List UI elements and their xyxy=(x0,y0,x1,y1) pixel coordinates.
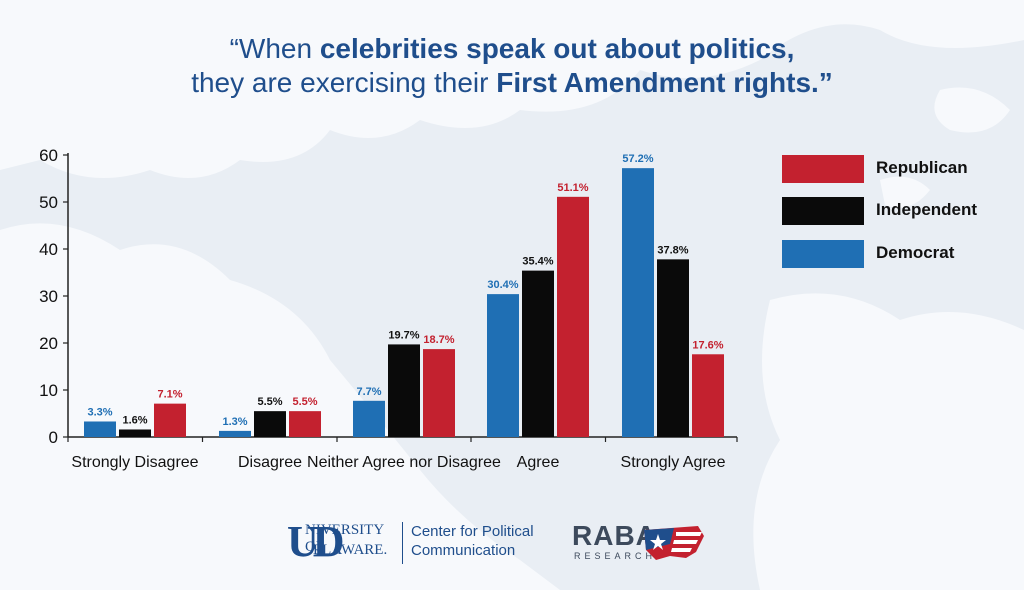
bar-republican-0 xyxy=(154,403,186,437)
bar-democrat-1 xyxy=(219,430,251,437)
chart-x-tick-labels: Strongly Disagree Disagree Neither Agree n… xyxy=(71,454,725,471)
data-label-independent-1: 5.5% xyxy=(257,396,282,408)
bar-independent-2 xyxy=(388,344,420,437)
data-label-republican-1: 5.5% xyxy=(292,396,317,408)
title-line2-segment-0: they are exercising their xyxy=(191,67,497,98)
raba-subtitle: RESEARCH xyxy=(574,551,657,561)
chart-title-line2: they are exercising their First Amendmen… xyxy=(0,66,1024,100)
data-label-democrat-1: 1.3% xyxy=(222,416,247,428)
data-label-republican-3: 51.1% xyxy=(557,182,588,194)
ud-monogram: UD xyxy=(287,517,345,566)
us-map-flag-icon xyxy=(644,526,704,560)
ud-logo-line2: ELAWARE. xyxy=(313,542,388,558)
data-label-republican-2: 18.7% xyxy=(423,334,454,346)
bar-independent-3 xyxy=(522,270,554,437)
bar-republican-1 xyxy=(289,411,321,437)
raba-research-logo: RABA RESEARCH xyxy=(572,520,712,566)
x-tick-label-1: Disagree xyxy=(238,454,302,471)
x-tick-label-2: Neither Agree nor Disagree xyxy=(307,454,501,471)
bar-republican-3 xyxy=(557,196,589,437)
data-label-democrat-2: 7.7% xyxy=(356,386,381,398)
bar-democrat-4 xyxy=(622,168,654,437)
y-tick-label: 40 xyxy=(39,240,58,259)
legend-label-democrat: Democrat xyxy=(876,243,955,262)
title-line1-segment-0: “When xyxy=(229,33,320,64)
title-line1-segment-1: celebrities speak out about politics, xyxy=(319,33,795,64)
data-label-republican-4: 17.6% xyxy=(692,339,723,351)
legend-swatch-democrat xyxy=(782,240,864,268)
title-line2-segment-1: First Amendment rights.” xyxy=(496,67,833,98)
chart-data-labels: 3.3% 1.3% 7.7% 30.4% 57.2% 1.6% 5.5% 19.7% 35.4%… xyxy=(87,153,723,428)
x-tick-label-4: Strongly Agree xyxy=(621,454,726,471)
land-shape-islands xyxy=(880,87,1010,208)
bar-republican-2 xyxy=(423,349,455,437)
center-name-line1: Center for Political xyxy=(411,523,534,540)
legend-label-republican: Republican xyxy=(876,158,968,177)
y-tick-label: 0 xyxy=(49,428,58,447)
land-shape-continent xyxy=(0,223,560,590)
data-label-democrat-0: 3.3% xyxy=(87,406,112,418)
data-label-republican-0: 7.1% xyxy=(157,389,182,401)
bar-democrat-3 xyxy=(487,294,519,437)
data-label-independent-3: 35.4% xyxy=(522,256,553,268)
university-of-delaware-logo: UD NIVERSITY OF ELAWARE. xyxy=(287,520,399,564)
chart-title-line1: “When celebrities speak out about politi… xyxy=(0,32,1024,66)
y-tick-label: 50 xyxy=(39,193,58,212)
legend-swatch-republican xyxy=(782,155,864,183)
bar-independent-0 xyxy=(119,429,151,437)
x-tick-label-3: Agree xyxy=(517,454,560,471)
data-label-democrat-4: 57.2% xyxy=(622,153,653,165)
raba-wordmark: RABA xyxy=(572,520,657,551)
data-label-democrat-3: 30.4% xyxy=(487,279,518,291)
y-tick-label: 10 xyxy=(39,381,58,400)
y-tick-label: 30 xyxy=(39,287,58,306)
data-label-independent-4: 37.8% xyxy=(657,244,688,256)
ud-logo-line1: NIVERSITY OF xyxy=(305,522,384,555)
data-label-independent-2: 19.7% xyxy=(388,329,419,341)
data-label-independent-0: 1.6% xyxy=(122,414,147,426)
land-shape-north xyxy=(0,0,1024,178)
bar-independent-4 xyxy=(657,259,689,437)
center-for-political-communication: Center for Political Communication xyxy=(411,522,534,560)
legend-swatch-independent xyxy=(782,197,864,225)
bar-democrat-2 xyxy=(353,400,385,437)
center-name-line2: Communication xyxy=(411,542,516,559)
x-tick-label-0: Strongly Disagree xyxy=(71,454,198,471)
bar-republican-4 xyxy=(692,354,724,437)
y-tick-label: 20 xyxy=(39,334,58,353)
bar-independent-1 xyxy=(254,411,286,437)
chart-bars xyxy=(84,168,724,437)
y-tick-label: 60 xyxy=(39,146,58,165)
footer-divider xyxy=(402,522,403,564)
legend-label-independent: Independent xyxy=(876,200,978,219)
bar-democrat-0 xyxy=(84,421,116,437)
land-shape-east xyxy=(753,293,1024,590)
